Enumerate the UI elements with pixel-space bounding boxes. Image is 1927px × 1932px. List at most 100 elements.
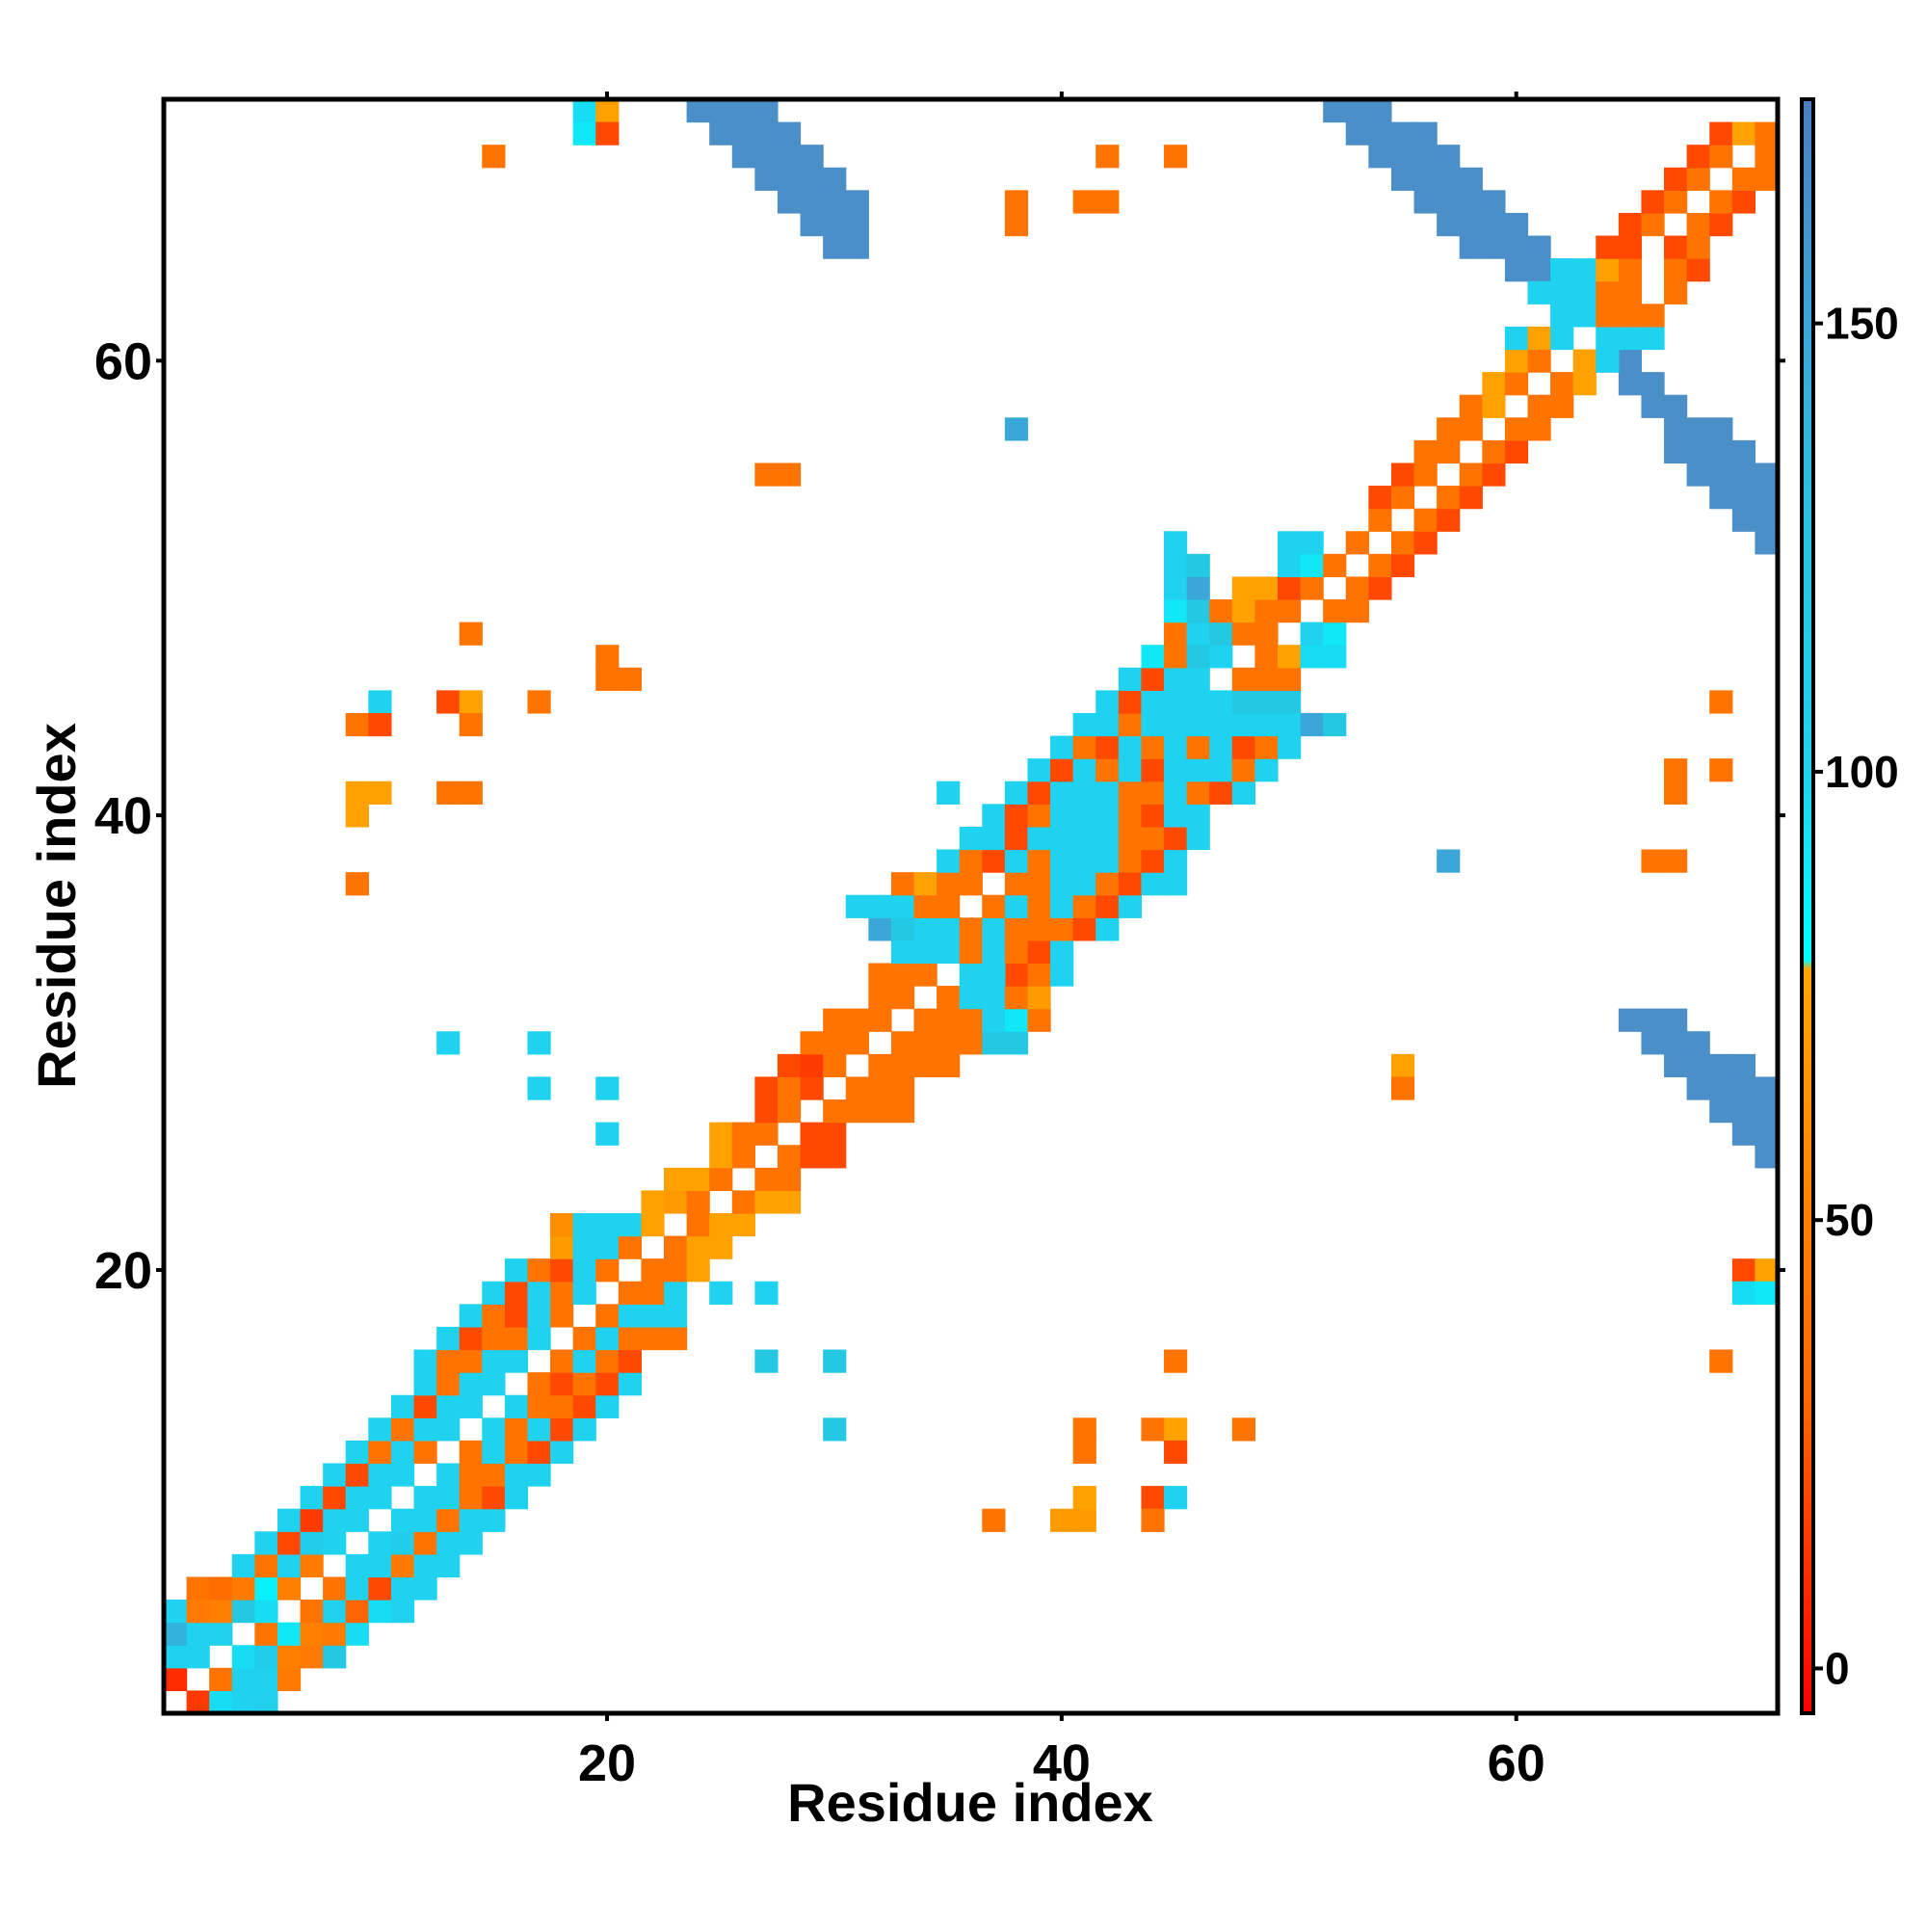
heatmap-cell	[1118, 690, 1143, 714]
heatmap-cell	[982, 940, 1006, 965]
heatmap-cell	[482, 1486, 506, 1510]
heatmap-cell	[1095, 712, 1120, 737]
heatmap-cell	[277, 1553, 302, 1578]
heatmap-cell	[595, 99, 620, 123]
heatmap-cell	[1300, 576, 1324, 600]
heatmap-cell	[1323, 553, 1347, 578]
heatmap-cell	[1231, 576, 1255, 600]
heatmap-cell	[504, 1417, 529, 1442]
heatmap-cell	[731, 121, 755, 146]
heatmap-cell	[231, 1600, 255, 1624]
heatmap-cell	[345, 1622, 369, 1646]
heatmap-cell	[800, 190, 824, 214]
heatmap-cell	[1231, 1417, 1255, 1442]
heatmap-cell	[1004, 781, 1029, 805]
heatmap-cell	[709, 1212, 733, 1237]
heatmap-cell	[754, 1281, 779, 1305]
heatmap-cell	[1072, 190, 1096, 214]
heatmap-cell	[1164, 735, 1188, 759]
heatmap-cell	[1413, 121, 1438, 146]
heatmap-cell	[1482, 372, 1506, 396]
heatmap-cell	[1413, 167, 1438, 191]
heatmap-cell	[1164, 599, 1188, 623]
heatmap-cell	[1731, 463, 1756, 487]
heatmap-cell	[982, 986, 1006, 1010]
heatmap-cell	[1709, 1099, 1733, 1124]
heatmap-cell	[345, 1486, 369, 1510]
heatmap-cell	[709, 1145, 733, 1169]
heatmap-cell	[572, 1212, 596, 1237]
heatmap-cell	[618, 1212, 643, 1237]
heatmap-cell	[1459, 417, 1483, 441]
heatmap-cell	[368, 1531, 392, 1555]
heatmap-cell	[300, 1486, 324, 1510]
heatmap-cell	[459, 781, 483, 805]
colorbar-frame	[1800, 97, 1815, 1715]
heatmap-cell	[1323, 622, 1347, 646]
heatmap-cell	[572, 99, 596, 123]
heatmap-cell	[1641, 849, 1665, 873]
heatmap-cell	[1709, 690, 1733, 714]
heatmap-cell	[709, 1167, 733, 1191]
heatmap-cell	[595, 1076, 620, 1100]
heatmap-cell	[1072, 917, 1096, 941]
heatmap-cell	[254, 1645, 278, 1669]
heatmap-cell	[1004, 894, 1029, 918]
heatmap-cell	[1164, 781, 1188, 805]
heatmap-cell	[1095, 190, 1120, 214]
heatmap-cell	[913, 1053, 937, 1078]
heatmap-cell	[1164, 553, 1188, 578]
heatmap-cell	[1345, 599, 1369, 623]
heatmap-cell	[1390, 463, 1415, 487]
y-axis-ticks: 20 40 60	[94, 332, 1785, 1300]
heatmap-cell	[641, 1212, 665, 1237]
heatmap-cell	[572, 1417, 596, 1442]
heatmap-cell	[323, 1531, 347, 1555]
heatmap-cell	[709, 1281, 733, 1305]
heatmap-cell	[1072, 849, 1096, 873]
heatmap-cell	[1004, 849, 1029, 873]
heatmap-cell	[527, 1440, 551, 1465]
heatmap-cell	[890, 872, 915, 896]
heatmap-cell	[1004, 826, 1029, 851]
heatmap-cell	[1141, 826, 1165, 851]
heatmap-cell	[959, 1031, 983, 1055]
heatmap-cell	[368, 1417, 392, 1442]
heatmap-cell	[664, 1304, 688, 1328]
heatmap-cell	[937, 1031, 961, 1055]
heatmap-cell	[937, 849, 961, 873]
heatmap-cell	[1504, 235, 1529, 259]
heatmap-cell	[800, 1076, 824, 1100]
heatmap-cell	[1686, 1031, 1710, 1055]
heatmap-cell	[231, 1667, 255, 1692]
heatmap-cell	[1164, 576, 1188, 600]
heatmap-cell	[572, 1349, 596, 1373]
heatmap-cell	[664, 1281, 688, 1305]
heatmap-cell	[1459, 394, 1483, 418]
heatmap-cell	[1186, 645, 1210, 669]
heatmap-cell	[368, 690, 392, 714]
heatmap-cell	[1095, 758, 1120, 782]
heatmap-cell	[868, 986, 892, 1010]
heatmap-cell	[504, 1440, 529, 1465]
heatmap-cell	[390, 1600, 415, 1624]
heatmap-cell	[231, 1576, 255, 1601]
heatmap-cell	[1186, 712, 1210, 737]
heatmap-cell	[345, 781, 369, 805]
heatmap-cell	[1482, 394, 1506, 418]
heatmap-cell	[1572, 372, 1597, 396]
heatmap-cell	[1504, 349, 1529, 373]
heatmap-cell	[937, 1008, 961, 1032]
heatmap-cell	[1050, 872, 1074, 896]
heatmap-cell	[1118, 849, 1143, 873]
heatmap-cell	[686, 1258, 710, 1283]
heatmap-cell	[1390, 486, 1415, 510]
heatmap-cell	[1186, 576, 1210, 600]
heatmap-cell	[1731, 1281, 1756, 1305]
heatmap-cell	[300, 1531, 324, 1555]
heatmap-cell	[1209, 781, 1233, 805]
heatmap-cell	[550, 1372, 574, 1396]
heatmap-cell	[890, 940, 915, 965]
heatmap-cell	[641, 1258, 665, 1283]
heatmap-cell	[1390, 1076, 1415, 1100]
